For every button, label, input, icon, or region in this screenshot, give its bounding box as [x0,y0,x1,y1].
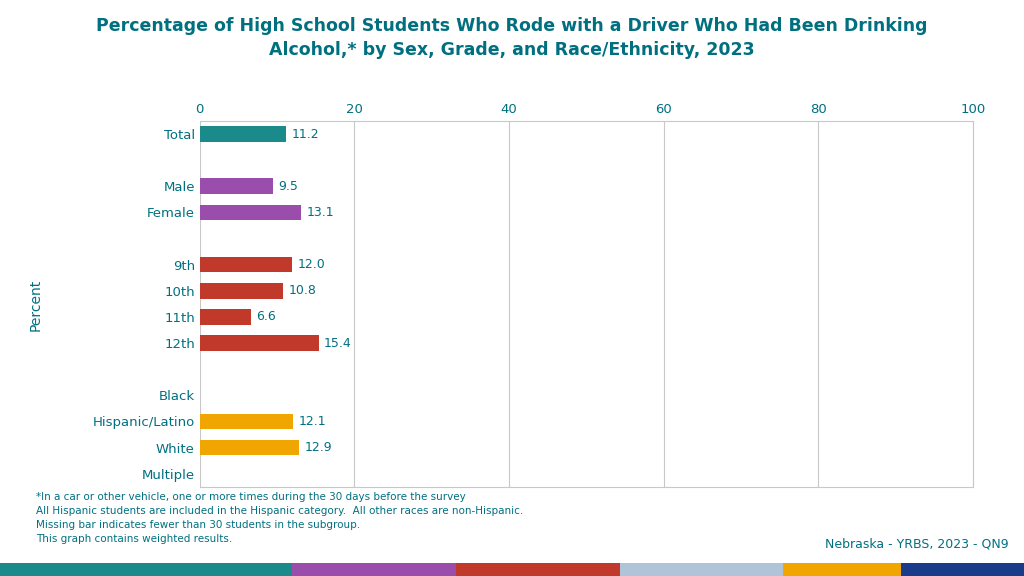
Bar [200,283,284,298]
Text: *In a car or other vehicle, one or more times during the 30 days before the surv: *In a car or other vehicle, one or more … [36,492,523,544]
Text: 15.4: 15.4 [325,336,352,350]
Bar [200,439,299,456]
Text: 10.8: 10.8 [289,285,316,297]
Text: 12.9: 12.9 [305,441,333,454]
Text: Percentage of High School Students Who Rode with a Driver Who Had Been Drinking
: Percentage of High School Students Who R… [96,17,928,59]
Text: 13.1: 13.1 [306,206,334,219]
Bar [200,414,293,429]
Bar [200,179,273,194]
Bar [200,126,287,142]
Text: Percent: Percent [29,279,43,331]
Bar [200,204,301,220]
Bar [200,335,318,351]
Text: 6.6: 6.6 [256,310,275,323]
Text: Nebraska - YRBS, 2023 - QN9: Nebraska - YRBS, 2023 - QN9 [825,538,1009,551]
Text: 12.0: 12.0 [298,258,326,271]
Text: 11.2: 11.2 [292,127,319,141]
Text: 9.5: 9.5 [279,180,298,193]
Bar [200,257,293,272]
Bar [200,309,251,325]
Text: 12.1: 12.1 [299,415,327,428]
